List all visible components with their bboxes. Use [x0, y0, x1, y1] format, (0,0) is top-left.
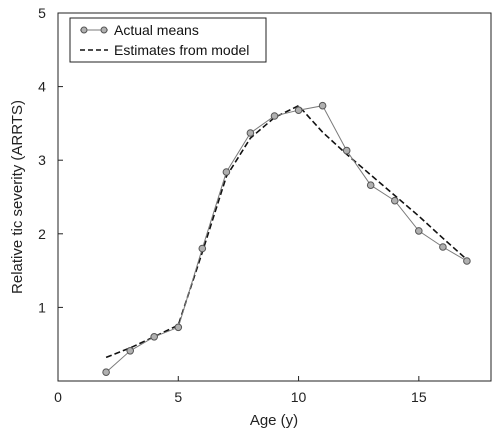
series-lines: [105, 104, 468, 373]
legend-actual-marker-right: [100, 26, 108, 34]
legend-box: [69, 17, 267, 63]
plot-frame: [57, 12, 492, 382]
data-point-actual: [270, 112, 279, 120]
data-point-actual: [222, 168, 231, 176]
x-tick-label: 5: [174, 389, 182, 405]
data-point-actual: [294, 106, 303, 114]
legend-actual-label: Actual means: [114, 22, 199, 38]
x-tick-label: 15: [411, 389, 427, 405]
y-tick-label: 2: [38, 226, 46, 242]
legend: Actual means Estimates from model: [69, 17, 267, 63]
data-point-actual: [391, 196, 399, 205]
legend-actual-marker-left: [80, 26, 88, 34]
data-point-actual: [463, 257, 471, 265]
series-markers: [102, 101, 471, 377]
data-point-actual: [318, 101, 327, 110]
y-tick-label: 1: [38, 299, 46, 315]
data-point-actual: [198, 244, 207, 253]
data-point-actual: [439, 243, 447, 251]
data-point-actual: [150, 333, 158, 341]
data-point-actual: [366, 181, 375, 189]
series-line-actual: [105, 105, 468, 373]
y-tick-label: 3: [38, 152, 46, 168]
series-line-model: [105, 104, 468, 359]
data-point-actual: [174, 323, 183, 332]
data-point-actual: [126, 347, 134, 355]
x-tick-label: 10: [291, 389, 307, 405]
axis-ticks: 0 5 10 15 1 2 3 4 5: [38, 5, 427, 405]
x-axis-label: Age (y): [250, 412, 298, 429]
y-tick-label: 4: [38, 79, 46, 95]
data-point-actual: [246, 129, 255, 137]
x-tick-label: 0: [54, 389, 62, 405]
data-point-actual: [342, 146, 351, 155]
y-tick-label: 5: [38, 5, 46, 21]
data-point-actual: [102, 368, 110, 377]
legend-model-label: Estimates from model: [114, 42, 249, 58]
data-point-actual: [415, 227, 423, 235]
y-axis-label: Relative tic severity (ARRTS): [9, 100, 26, 294]
